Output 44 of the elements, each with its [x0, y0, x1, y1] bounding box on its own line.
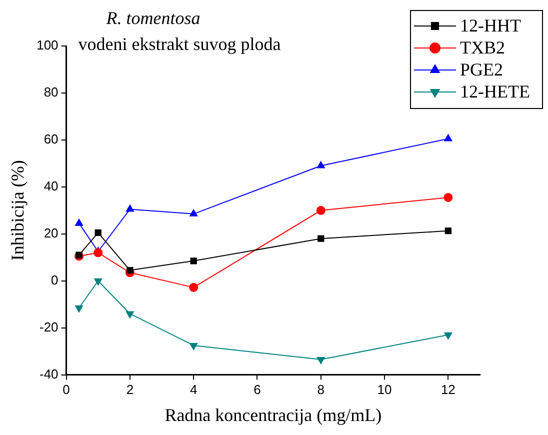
point: [94, 278, 102, 286]
point: [75, 218, 83, 226]
point: [94, 229, 102, 236]
point: [190, 342, 198, 350]
point: [126, 266, 134, 274]
point: [444, 192, 453, 202]
point: [126, 204, 134, 212]
x-tick-label: 0: [62, 382, 70, 398]
y-tick-label: 20: [44, 225, 58, 240]
point: [189, 282, 198, 292]
point: [190, 258, 197, 264]
point: [316, 206, 326, 215]
point: [444, 228, 452, 234]
legend-label: PGE2: [460, 60, 504, 80]
x-tick-label: 12: [440, 382, 456, 398]
legend-label: TXB2: [460, 38, 505, 58]
y-tick-label: 60: [44, 132, 58, 147]
point: [316, 161, 325, 168]
x-tick-label: 4: [190, 382, 198, 398]
y-tick-label: 80: [44, 84, 58, 100]
point: [94, 248, 103, 258]
y-tick-label: -40: [39, 366, 58, 382]
x-tick-label: 6: [254, 382, 261, 398]
x-axis-title: Radna koncentracija (mg/mL): [164, 404, 382, 425]
point: [75, 305, 83, 312]
y-tick-label: -20: [39, 319, 58, 334]
point: [190, 209, 198, 216]
legend-label: 12-HHT: [460, 16, 521, 36]
point: [318, 235, 324, 242]
x-tick-label: 8: [317, 382, 324, 398]
point: [316, 357, 325, 364]
chart-subtitle: vodeni ekstrakt suvog ploda: [78, 34, 281, 54]
legend-label: 12-HETE: [460, 82, 530, 102]
x-tick-label: 2: [126, 382, 134, 398]
y-tick-label: 40: [44, 178, 58, 194]
point: [444, 332, 452, 340]
x-tick-label: 10: [377, 382, 392, 398]
point: [76, 252, 82, 258]
y-tick-label: 0: [51, 272, 58, 288]
y-tick-label: 100: [36, 38, 58, 53]
point: [126, 311, 134, 318]
chart-title: R. tomentosa: [105, 8, 200, 28]
y-axis-title: Inhibicija (%): [8, 160, 28, 261]
point: [444, 134, 452, 142]
